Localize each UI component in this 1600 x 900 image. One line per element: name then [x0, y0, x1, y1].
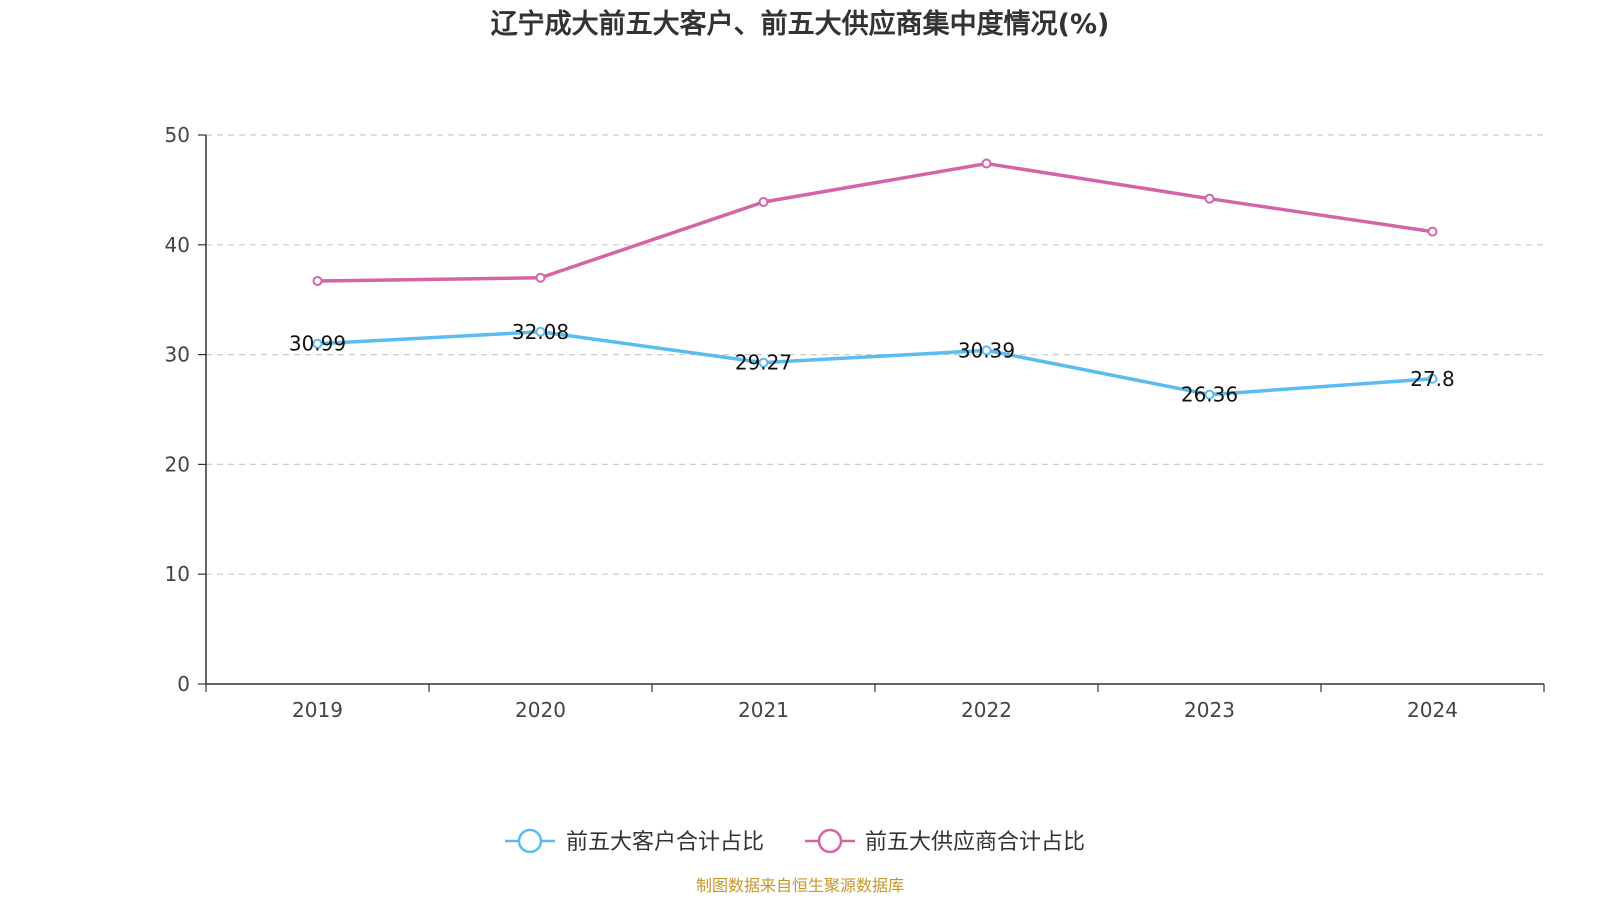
legend-marker-0: [517, 828, 543, 854]
series-0-point-0: [312, 338, 323, 349]
legend-item-1[interactable]: 前五大供应商合计占比: [805, 828, 1085, 855]
data-label-0-5: 27.8: [1410, 367, 1455, 391]
y-tick-label-3: 30: [165, 343, 190, 367]
data-label-0-3: 30.39: [958, 338, 1015, 362]
x-tick-label-1: 2020: [515, 698, 566, 722]
series-0-point-2: [758, 357, 769, 368]
legend-label-1: 前五大供应商合计占比: [865, 830, 1085, 855]
series-group: [312, 158, 1438, 400]
x-tick-label-2: 2021: [738, 698, 789, 722]
series-0-point-3: [981, 345, 992, 356]
x-tick-label-0: 2019: [292, 698, 343, 722]
data-label-0-1: 32.08: [512, 320, 569, 344]
series-0-point-1: [535, 326, 546, 337]
axes: 0 10 20 30 40 50 2019 2020 2021 2022 2023 2024: [165, 123, 1545, 722]
source-note: 制图数据来自恒生聚源数据库: [696, 876, 904, 895]
series-1-point-5: [1427, 226, 1438, 237]
data-label-0-2: 29.27: [735, 351, 792, 375]
series-line-0: [317, 330, 1433, 397]
series-1-point-3: [981, 158, 992, 169]
legend-item-0[interactable]: 前五大客户合计占比: [505, 828, 764, 855]
y-tick-label-1: 10: [165, 562, 190, 586]
y-tick-label-0: 0: [177, 672, 190, 696]
legend: 前五大客户合计占比 前五大供应商合计占比: [505, 828, 1085, 855]
data-label-0-0: 30.99: [289, 332, 346, 356]
y-tick-label-4: 40: [165, 233, 190, 257]
series-1-point-0: [312, 276, 323, 287]
series-1-point-1: [535, 272, 546, 283]
series-line-1: [317, 161, 1433, 283]
legend-label-0: 前五大客户合计占比: [566, 830, 764, 855]
series-1-point-4: [1204, 193, 1215, 204]
series-0-point-4: [1204, 389, 1215, 400]
data-label-0-4: 26.36: [1181, 383, 1238, 407]
series-0-point-5: [1427, 373, 1438, 384]
x-tick-label-3: 2022: [961, 698, 1012, 722]
y-tick-label-5: 50: [165, 123, 190, 147]
grid-lines: [206, 134, 1544, 575]
series-1-point-2: [758, 196, 769, 207]
x-tick-label-5: 2024: [1407, 698, 1458, 722]
data-labels: 30.99 32.08 29.27 30.39 26.36 27.8: [289, 320, 1455, 407]
chart-title: 辽宁成大前五大客户、前五大供应商集中度情况(%): [491, 8, 1110, 40]
legend-marker-1: [817, 828, 843, 854]
y-tick-label-2: 20: [165, 452, 190, 476]
x-tick-label-4: 2023: [1184, 698, 1235, 722]
